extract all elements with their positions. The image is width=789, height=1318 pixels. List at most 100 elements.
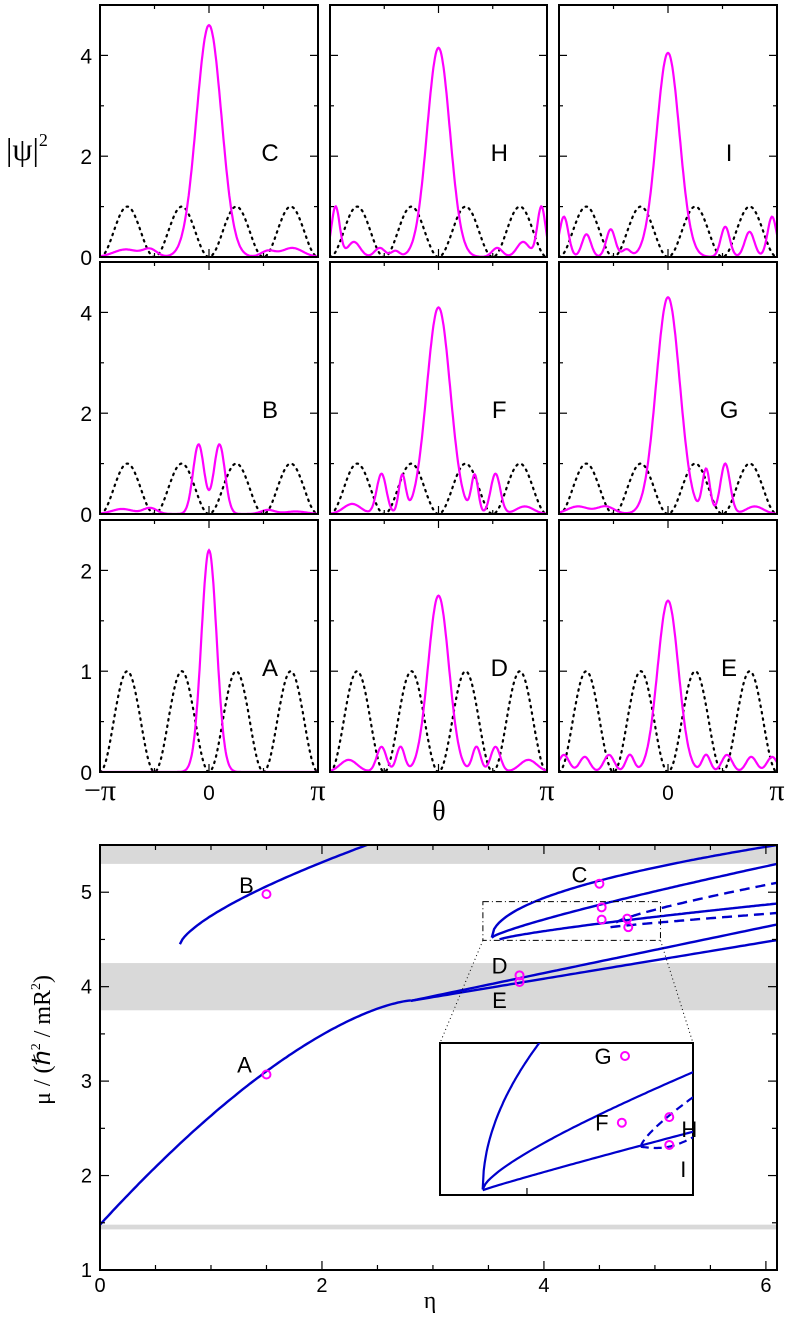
panel-A: A 0 1 2 (80, 519, 319, 785)
panel-frame-H (329, 4, 548, 258)
point-label-E: E (492, 988, 507, 1013)
inset-branch-G (481, 1071, 693, 1190)
point-label-A: A (237, 1053, 252, 1078)
point-label-C: C (571, 863, 587, 888)
panel-label-G: G (720, 397, 739, 424)
panel-frame-I (558, 4, 778, 258)
xtick-label-pi: π (539, 774, 554, 807)
ytick-label: 3 (81, 1071, 92, 1093)
inset-label-F: F (595, 1111, 608, 1136)
panel-F: F (329, 261, 548, 515)
branch-I-dashed (610, 911, 777, 929)
ytick-label: 4 (80, 45, 92, 68)
ytick-label: 2 (80, 403, 92, 426)
ytick-label: 5 (81, 882, 92, 904)
inset-point-F (616, 1117, 627, 1128)
bottom-ylabel: μ / (ℏ2 / mR2) (29, 975, 56, 1105)
xtick-label-zero: 0 (662, 782, 674, 805)
inset-frame (439, 1042, 694, 1196)
branch-C (490, 845, 777, 938)
potential-curve-A (100, 670, 318, 772)
panel-label-A: A (262, 655, 278, 682)
xtick-label-zero: 0 (203, 782, 215, 805)
gap-band-0 (100, 845, 777, 864)
inset-point-H (664, 1112, 675, 1123)
branch-G (491, 862, 777, 939)
gap-band-1 (100, 963, 777, 1011)
potential-curve-I (559, 205, 777, 257)
zoom-region-box (482, 901, 661, 941)
xtick-label-minus-pi: −π (84, 774, 116, 807)
panel-frame-C (99, 4, 319, 258)
point-B (261, 889, 272, 900)
panel-frame-F (329, 261, 548, 515)
ytick-label: 0 (80, 504, 92, 527)
density-curve-I (559, 51, 777, 257)
ytick-label: 1 (81, 1260, 92, 1282)
ytick-label: 2 (81, 1166, 92, 1188)
point-C (594, 878, 605, 889)
branch-upper-gap (410, 923, 777, 1002)
ytick-label: 4 (80, 302, 92, 325)
panel-D: D (329, 519, 548, 773)
panel-frame-G (558, 261, 778, 515)
panel-frame-E (558, 519, 778, 773)
potential-curve-H (330, 205, 547, 257)
ytick-label: 2 (80, 560, 92, 583)
panel-label-C: C (261, 140, 278, 167)
potential-curve-B (100, 462, 318, 514)
panel-frame-D (329, 519, 548, 773)
mu-vs-eta-plot: A B C DE 0 2 4 6 1 2 3 4 5 G F HI (81, 844, 778, 1297)
branch-H-dashed (615, 881, 777, 924)
potential-curve-G (559, 462, 777, 514)
branch-ground (100, 999, 411, 1226)
gap-band-2 (100, 1224, 777, 1230)
density-curve-A (100, 548, 318, 772)
panel-B: B 0 2 4 (80, 261, 319, 527)
panel-label-B: B (262, 397, 278, 424)
density-curve-B (100, 443, 318, 514)
panel-H: H (329, 4, 548, 258)
panel-C: C 0 2 4 (80, 4, 319, 270)
panel-frame-A (99, 519, 319, 773)
point-G (596, 902, 607, 913)
xtick-label: 4 (538, 1275, 549, 1297)
potential-curve-C (100, 205, 318, 257)
panel-E: E (558, 519, 778, 773)
panel-I: I (558, 4, 778, 258)
point-F (596, 914, 607, 925)
xtick-label-pi: π (769, 774, 784, 807)
potential-curve-E (559, 670, 777, 772)
point-label-B: B (239, 873, 254, 898)
panel-label-H: H (491, 140, 508, 167)
panel-frame-B (99, 261, 319, 515)
ytick-label: 2 (80, 146, 92, 169)
plot-frame (99, 844, 778, 1271)
xtick-label-pi: π (310, 774, 325, 807)
panel-G: G (558, 261, 778, 515)
inset-label-G: G (594, 1044, 611, 1069)
density-curve-C (100, 23, 318, 257)
point-D (514, 970, 525, 981)
inset-point-G (620, 1050, 631, 1061)
inset-label-I: I (680, 1157, 686, 1182)
density-curve-H (330, 46, 547, 257)
branch-lower-gap (410, 938, 777, 1002)
inset-point-I (664, 1139, 675, 1150)
panel-label-E: E (721, 655, 737, 682)
point-A (261, 1069, 272, 1080)
potential-curve-D (330, 670, 547, 772)
xtick-label: 0 (94, 1275, 105, 1297)
ytick-label: 4 (81, 977, 92, 999)
top-ylabel: |ψ|2 (6, 130, 48, 167)
panel-label-F: F (492, 397, 507, 424)
ytick-label: 1 (80, 661, 92, 684)
branch-F (499, 902, 777, 941)
density-panels-grid: C 0 2 4 H I B 0 2 4 F G A 0 1 2 D E −π 0 π π 0 π (80, 4, 785, 807)
ytick-label: 0 (80, 247, 92, 270)
point-label-D: D (492, 953, 508, 978)
inset-label-H: H (681, 1117, 697, 1142)
potential-curve-F (330, 462, 547, 514)
top-xlabel: θ (432, 796, 445, 827)
